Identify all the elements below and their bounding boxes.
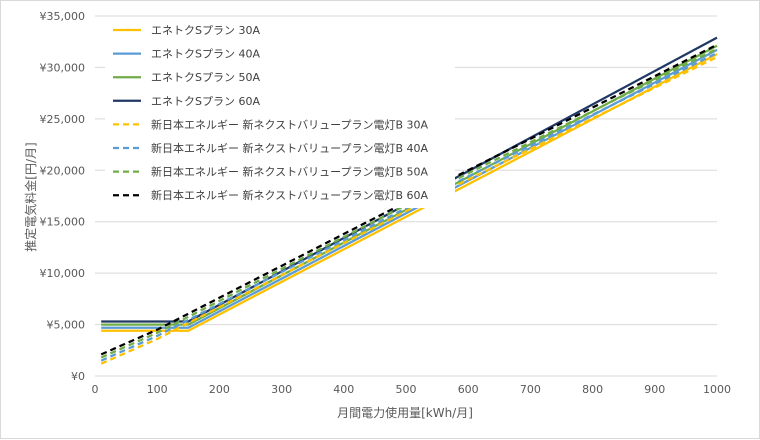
series-line-1 [101,53,718,332]
x-tick-label: 200 [209,383,230,396]
y-tick-label: ¥35,000 [40,10,86,23]
legend-label: 新日本エネルギー 新ネクストバリュープラン電灯B 50A [151,165,429,179]
x-tick-label: 700 [520,383,541,396]
legend-label: 新日本エネルギー 新ネクストバリュープラン電灯B 60A [151,188,429,202]
series-line-5 [100,56,718,365]
x-tick-label: 900 [644,383,665,396]
legend-label: エネトクSプラン 40A [151,48,260,61]
legend-label: エネトクSプラン 60A [151,95,260,108]
series-line-2 [101,48,718,329]
y-tick-label: ¥0 [71,370,85,383]
x-tick-label: 400 [333,383,354,396]
y-tick-label: ¥15,000 [40,216,86,229]
series-line-7 [100,47,718,359]
y-tick-label: ¥20,000 [40,164,86,177]
y-tick-label: ¥30,000 [40,61,86,74]
x-axis-ticks: 0 100 200 300 400 500 600 700 800 900 1000 [92,383,732,396]
series-line-4 [101,36,718,323]
y-tick-label: ¥25,000 [40,113,86,126]
plot-area [100,36,718,365]
legend-label: エネトクSプラン 30A [151,24,260,37]
series-line-3 [101,44,718,326]
x-tick-label: 600 [458,383,479,396]
x-tick-label: 800 [582,383,603,396]
legend-label: 新日本エネルギー 新ネクストバリュープラン電灯B 40A [151,141,429,155]
legend-background [105,18,455,208]
legend-label: 新日本エネルギー 新ネクストバリュープラン電灯B 30A [151,117,429,131]
legend: エネトクSプラン 30A エネトクSプラン 40A エネトクSプラン 50A エネトク… [105,18,455,208]
series-line-6 [100,51,718,362]
x-axis-title: 月間電力使用量[kWh/月] [337,405,473,420]
y-axis-ticks: ¥0 ¥5,000 ¥10,000 ¥15,000 ¥20,000 ¥25,000 ¥30,… [40,10,86,383]
x-tick-label: 0 [92,383,99,396]
x-tick-label: 100 [147,383,168,396]
legend-label: エネトクSプラン 50A [151,71,260,84]
x-tick-label: 500 [396,383,417,396]
y-tick-label: ¥5,000 [47,319,86,332]
x-tick-label: 300 [271,383,292,396]
y-tick-label: ¥10,000 [40,267,86,280]
x-tick-label: 1000 [703,383,731,396]
series-line-8 [100,43,718,356]
y-axis-title: 推定電気料金[円/月] [23,142,38,251]
